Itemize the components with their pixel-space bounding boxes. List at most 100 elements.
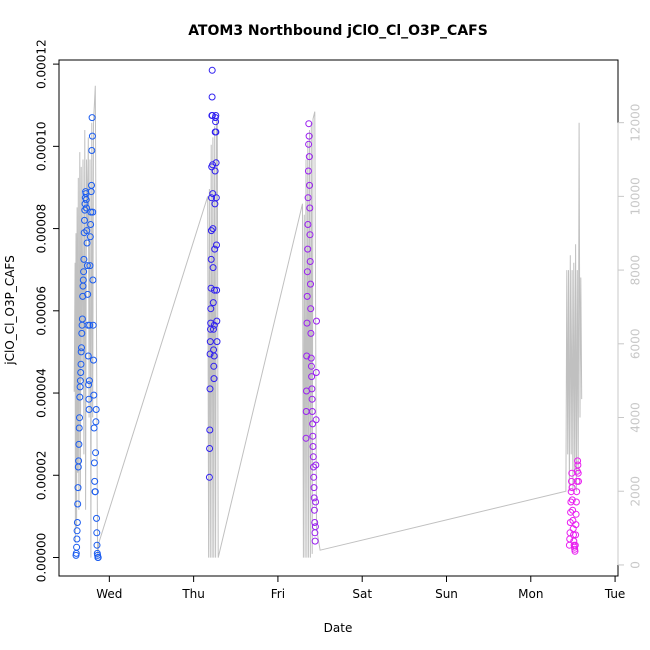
x-tick-label: Mon	[518, 587, 543, 601]
y-tick-label: 0.00008	[35, 204, 49, 254]
data-point	[84, 290, 92, 298]
data-point	[312, 498, 320, 506]
data-point	[308, 373, 316, 381]
data-point	[209, 225, 217, 233]
data-point	[213, 241, 220, 249]
data-point	[305, 140, 313, 148]
data-point	[572, 510, 580, 518]
data-point	[307, 362, 315, 370]
data-point	[75, 457, 83, 465]
data-point	[306, 181, 313, 189]
y2-tick-label: 10000	[629, 177, 643, 215]
x-axis-label: Date	[324, 621, 353, 635]
data-point	[207, 255, 215, 263]
data-point	[208, 93, 216, 101]
data-point	[310, 506, 318, 514]
x-tick-label: Thu	[181, 587, 205, 601]
data-point	[206, 426, 214, 434]
data-point	[312, 461, 320, 469]
data-point	[82, 196, 90, 204]
data-point	[91, 488, 99, 496]
data-point	[211, 286, 218, 294]
data-point	[307, 329, 315, 337]
data-point	[210, 362, 218, 370]
data-point	[86, 262, 94, 270]
data-point	[77, 348, 85, 356]
data-point	[307, 305, 315, 313]
data-point	[211, 245, 219, 253]
data-point	[81, 216, 88, 224]
data-point	[86, 233, 94, 241]
data-point	[308, 395, 316, 403]
data-point	[94, 554, 102, 561]
data-point	[80, 255, 88, 263]
data-point	[88, 114, 96, 122]
data-point	[308, 385, 316, 393]
data-point	[310, 463, 317, 471]
data-point	[206, 445, 214, 452]
data-point	[90, 424, 98, 432]
data-point	[574, 457, 582, 465]
data-point	[209, 190, 217, 198]
data-point	[305, 132, 313, 140]
data-point	[308, 408, 316, 415]
data-point	[208, 194, 215, 202]
data-point	[73, 543, 81, 551]
data-point	[306, 204, 314, 212]
data-point	[208, 66, 216, 74]
data-point	[309, 420, 317, 428]
data-point	[83, 227, 91, 235]
data-point	[205, 473, 213, 481]
data-point	[83, 239, 91, 247]
data-point	[574, 469, 582, 477]
data-point	[93, 514, 100, 522]
x-tick-label: Wed	[96, 587, 122, 601]
data-point	[210, 375, 218, 383]
y2-tick-label: 6000	[629, 329, 643, 360]
data-point	[76, 414, 83, 422]
data-point	[74, 500, 82, 508]
data-point	[569, 506, 577, 514]
data-point	[90, 459, 98, 467]
data-point	[89, 276, 97, 284]
data-point	[78, 344, 85, 352]
y2-tick-label: 2000	[629, 476, 643, 507]
data-point	[306, 231, 314, 239]
x-tick-label: Sat	[352, 587, 372, 601]
data-point	[85, 381, 93, 389]
y-tick-label: 0.00010	[35, 122, 49, 172]
data-point	[312, 369, 320, 376]
data-point	[87, 221, 95, 228]
data-point	[213, 338, 221, 346]
data-point	[312, 416, 320, 424]
data-point	[89, 321, 97, 329]
data-point	[212, 128, 220, 136]
data-point	[93, 529, 101, 537]
data-point	[304, 194, 312, 202]
data-point	[83, 262, 91, 270]
data-point	[86, 321, 94, 329]
y-tick-label: 0.00004	[35, 368, 49, 418]
data-point	[210, 352, 218, 360]
data-point	[212, 159, 220, 167]
data-point	[91, 477, 99, 485]
data-point	[303, 319, 311, 327]
data-point	[76, 393, 84, 401]
data-point	[88, 147, 96, 154]
data-point	[311, 523, 319, 531]
y2-tick-label: 4000	[629, 402, 643, 433]
data-point	[574, 461, 582, 469]
data-point	[311, 519, 319, 526]
data-point	[210, 325, 217, 333]
y2-axis: 0 2000 4000 6000 8000 10000 12000	[617, 104, 643, 569]
x-tick-label: Sun	[435, 587, 458, 601]
data-point	[83, 204, 90, 212]
data-point	[89, 208, 97, 216]
data-point	[307, 354, 315, 362]
data-point	[304, 167, 312, 175]
data-point	[92, 418, 100, 426]
x-tick-label: Fri	[271, 587, 285, 601]
data-point	[75, 440, 83, 448]
data-point	[213, 286, 221, 294]
